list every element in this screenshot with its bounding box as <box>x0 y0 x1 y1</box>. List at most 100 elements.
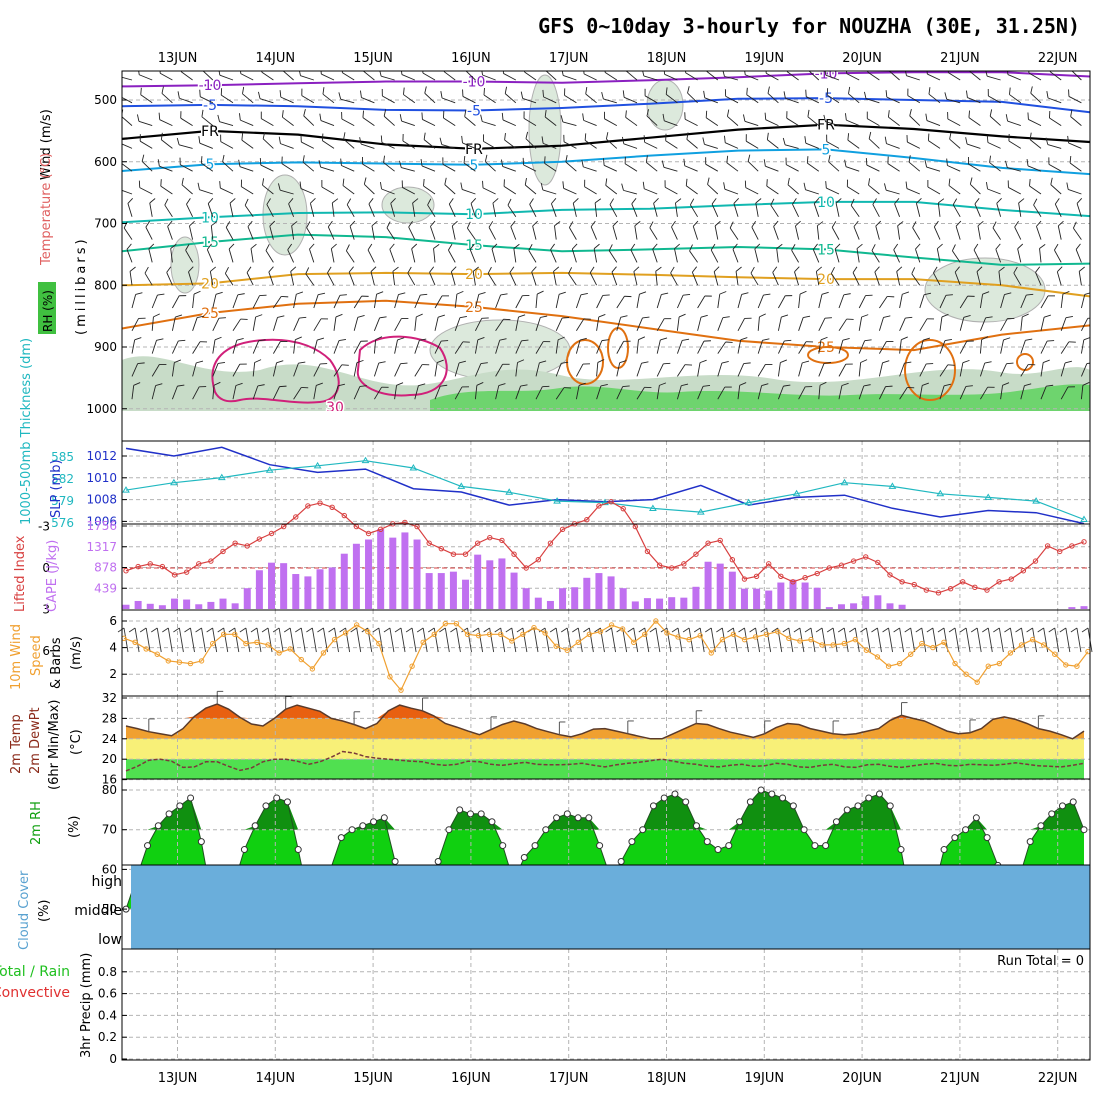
upper-wind-barb-flag <box>951 244 956 251</box>
upper-wind-barb-flag <box>440 91 443 99</box>
upper-wind-barb <box>1047 97 1062 104</box>
upper-wind-barb <box>1050 184 1062 195</box>
temp-label-1: 2m Temp <box>9 714 24 774</box>
upper-wind-barb <box>492 202 497 217</box>
upper-wind-barb-flag <box>250 243 257 249</box>
upper-wind-barb-flag <box>841 382 849 386</box>
upper-wind-barb <box>321 73 335 81</box>
upper-wind-barb-flag <box>448 243 453 251</box>
upper-wind-barb <box>228 248 234 263</box>
wind-barb-flag <box>394 627 402 633</box>
wind-speed-line-marker <box>198 658 205 664</box>
lifted-index-line-marker <box>656 562 663 568</box>
upper-wind-barb <box>241 139 254 149</box>
upper-wind-barb-flag <box>504 86 508 94</box>
upper-wind-barb-flag <box>1046 91 1049 99</box>
upper-wind-barb-flag <box>532 220 538 227</box>
wind-barb <box>500 627 506 653</box>
upper-wind-barb-flag <box>864 339 872 342</box>
upper-wind-barb <box>463 162 476 172</box>
upper-wind-barb-flag <box>349 220 356 227</box>
upper-wind-barb <box>968 163 981 172</box>
upper-wind-barb-flag <box>379 71 382 77</box>
upper-wind-barb-flag <box>828 154 831 162</box>
upper-wind-barb-flag <box>491 243 498 250</box>
upper-wind-barb <box>711 203 719 217</box>
upper-wind-barb <box>306 227 315 240</box>
upper-wind-barb <box>879 341 887 354</box>
upper-wind-barb <box>403 94 416 104</box>
upper-wind-barb <box>798 317 804 331</box>
wind-barb <box>156 627 162 653</box>
rh-line-marker <box>660 794 668 802</box>
wind-speed-line-marker <box>719 636 726 643</box>
upper-wind-barb-flag <box>460 182 463 190</box>
rh-line-marker <box>854 802 862 810</box>
upper-wind-barb <box>161 139 173 149</box>
upper-wind-barb-flag <box>140 87 142 95</box>
upper-wind-barb <box>1000 385 1003 400</box>
wind-barb-flag <box>350 627 357 633</box>
upper-temp-label: Temperature (°C) <box>39 153 54 266</box>
cape-bar <box>559 588 567 609</box>
upper-wind-barb-flag <box>562 317 570 319</box>
thickness-line-marker <box>170 478 178 486</box>
upper-wind-barb <box>955 226 961 240</box>
upper-wind-barb-flag <box>291 221 298 227</box>
upper-wind-barb <box>589 272 598 286</box>
wind-barb-flag <box>516 627 524 633</box>
upper-wind-barb-flag <box>809 64 811 71</box>
upper-wind-barb <box>212 339 216 354</box>
upper-wind-barb <box>813 203 820 217</box>
upper-wind-barb-flag <box>266 198 271 205</box>
upper-wind-barb <box>976 271 981 286</box>
upper-wind-barb <box>247 226 254 240</box>
upper-wind-barb-flag <box>905 181 908 189</box>
upper-wind-barb <box>609 204 618 218</box>
upper-wind-barb <box>1027 165 1042 172</box>
cape-bar <box>789 579 797 609</box>
wind-speed-line-marker <box>631 639 637 645</box>
upper-wind-barb <box>777 340 785 354</box>
cape-bar <box>607 576 615 609</box>
upper-wind-barb <box>686 185 698 195</box>
rh-line-marker <box>359 822 367 830</box>
upper-wind-barb <box>606 138 618 149</box>
wind-speed-line-marker <box>675 634 681 640</box>
upper-wind-barb-flag <box>565 155 568 163</box>
upper-wind-barb <box>462 96 476 104</box>
upper-wind-barb <box>535 317 541 331</box>
upper-wind-barb-flag <box>201 109 204 117</box>
wind-speed-line-marker <box>287 646 293 652</box>
upper-wind-barb-flag <box>487 266 492 274</box>
upper-wind-barb <box>585 93 597 104</box>
upper-wind-barb-flag <box>433 243 440 249</box>
cape-bar <box>656 598 664 609</box>
upper-wind-barb-flag <box>1009 87 1011 95</box>
upper-wind-barb-flag <box>887 110 890 118</box>
wind-speed-line-marker <box>232 631 238 637</box>
upper-wind-barb <box>770 204 779 218</box>
upper-wind-barb-flag <box>322 87 325 95</box>
upper-wind-barb <box>401 74 415 81</box>
upper-wind-barb <box>757 294 764 309</box>
thickness-line-marker <box>361 456 370 464</box>
upper-wind-barb <box>757 316 760 331</box>
upper-wind-barb-flag <box>663 71 666 75</box>
upper-wind-barb <box>1000 339 1004 354</box>
upper-wind-barb-flag <box>926 71 928 75</box>
upper-wind-barb-flag <box>807 109 810 117</box>
lifted-index-line-marker <box>244 543 250 549</box>
upper-wind-barb-flag <box>1004 292 1012 295</box>
upper-wind-barb <box>1049 71 1062 81</box>
slp-frame <box>121 440 1091 525</box>
upper-wind-barb <box>899 363 905 377</box>
upper-wind-barb <box>735 271 739 286</box>
wind-barb-flag <box>893 627 900 633</box>
upper-wind-barb-flag <box>277 315 285 318</box>
upper-wind-barb <box>382 95 395 104</box>
upper-wind-barb-flag <box>339 294 347 296</box>
upper-wind-barb-flag <box>700 314 708 318</box>
axis-tick-label: 50 <box>102 902 117 916</box>
upper-wind-barb <box>911 273 921 286</box>
